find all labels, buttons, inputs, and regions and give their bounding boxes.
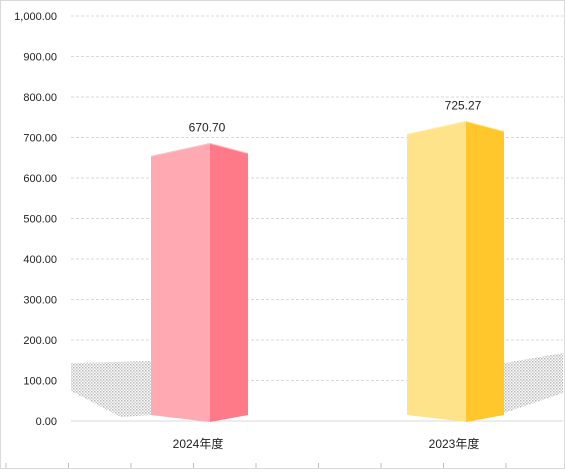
bar-value-label: 670.70 — [189, 120, 226, 134]
x-category-label: 2023年度 — [429, 436, 480, 451]
y-tick-label: 200.00 — [23, 335, 57, 347]
bar-side-face — [210, 143, 248, 422]
y-tick-label: 800.00 — [23, 92, 57, 104]
y-tick-label: 1,000.00 — [14, 11, 57, 23]
y-tick-label: 900.00 — [23, 52, 57, 64]
x-category-label: 2024年度 — [173, 436, 224, 451]
y-tick-label: 0.00 — [36, 416, 57, 428]
x-axis-categories: 2024年度 2023年度 — [173, 436, 480, 451]
y-tick-label: 500.00 — [23, 214, 57, 226]
bars — [150, 120, 505, 422]
bar-top-edge — [406, 120, 505, 135]
y-tick-label: 400.00 — [23, 254, 57, 266]
bar-shadows — [71, 353, 563, 417]
bar-top-edge — [150, 142, 249, 157]
y-tick-label: 700.00 — [23, 133, 57, 145]
bar-side-face — [466, 121, 504, 422]
bar-shadow — [504, 353, 563, 413]
bar-shadow — [71, 361, 151, 417]
y-axis-ticks: 0.00 100.00 200.00 300.00 400.00 500.00 600.00… — [14, 11, 57, 428]
bar-front-face — [407, 121, 466, 422]
bar-value-label: 725.27 — [445, 98, 482, 112]
y-tick-label: 100.00 — [23, 376, 57, 388]
bar-front-face — [151, 143, 210, 422]
data-labels: 670.70 725.27 — [189, 98, 482, 134]
y-tick-label: 600.00 — [23, 173, 57, 185]
y-tick-label: 300.00 — [23, 295, 57, 307]
